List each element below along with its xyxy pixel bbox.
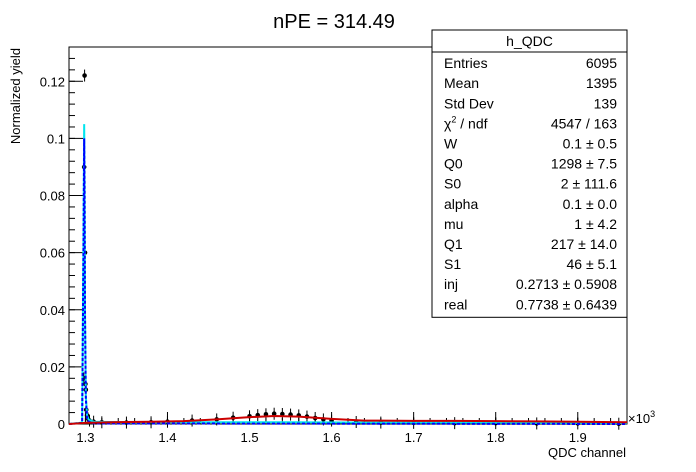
y-tick-label: 0.12 bbox=[40, 74, 65, 89]
y-tick-label: 0.04 bbox=[40, 303, 65, 318]
stats-label: real bbox=[444, 296, 467, 312]
stats-value: 1 ± 4.2 bbox=[574, 216, 617, 232]
x-tick-label: 1.6 bbox=[323, 430, 341, 445]
stats-value: 0.2713 ± 0.5908 bbox=[516, 276, 617, 292]
series-curve-3 bbox=[68, 414, 628, 425]
stats-label-superscript: 2 bbox=[451, 114, 456, 124]
stats-label: Q0 bbox=[444, 156, 463, 172]
stats-value: 0.1 ± 0.0 bbox=[563, 196, 618, 212]
stats-value: 2 ± 111.6 bbox=[561, 176, 617, 192]
stats-value: 46 ± 5.1 bbox=[567, 256, 618, 272]
stats-label: alpha bbox=[444, 196, 478, 212]
x-tick-label: 1.3 bbox=[76, 430, 94, 445]
stats-label: inj bbox=[444, 276, 458, 292]
stats-label: S0 bbox=[444, 176, 461, 192]
stats-label-symbol: χ bbox=[444, 115, 452, 131]
x-tick-label: 1.8 bbox=[487, 430, 505, 445]
stats-label: Entries bbox=[444, 55, 488, 71]
data-point bbox=[82, 73, 87, 78]
x-tick-label: 1.5 bbox=[240, 430, 258, 445]
x-tick-label: 1.4 bbox=[158, 430, 176, 445]
x-tick-label: 1.9 bbox=[569, 430, 587, 445]
stats-value: 4547 / 163 bbox=[551, 115, 617, 131]
stats-value: 0.1 ± 0.5 bbox=[563, 136, 618, 152]
stats-label: χ2 / ndf bbox=[444, 114, 488, 131]
y-tick-label: 0.06 bbox=[40, 246, 65, 261]
stats-value: 217 ± 14.0 bbox=[551, 236, 617, 252]
stats-label: mu bbox=[444, 216, 463, 232]
data-point bbox=[280, 411, 285, 417]
stats-label: Std Dev bbox=[444, 95, 494, 111]
x-tick-label: 1.7 bbox=[405, 430, 423, 445]
stats-label: S1 bbox=[444, 256, 461, 272]
stats-value: 6095 bbox=[586, 55, 617, 71]
y-axis-label: Normalized yield bbox=[8, 48, 23, 144]
stats-box-title: h_QDC bbox=[506, 33, 553, 49]
x-axis-multiplier-base: ×10 bbox=[628, 411, 650, 426]
stats-box-frame bbox=[431, 29, 628, 318]
series-curve-2 bbox=[68, 138, 628, 425]
y-tick-label: 0.1 bbox=[47, 131, 65, 146]
stats-label: Q1 bbox=[444, 236, 463, 252]
stats-value: 1395 bbox=[586, 75, 617, 91]
x-axis-label: QDC channel bbox=[548, 445, 626, 460]
stats-value: 139 bbox=[594, 95, 618, 111]
x-axis-multiplier: ×103 bbox=[628, 409, 655, 426]
stats-value: 0.7738 ± 0.6439 bbox=[516, 296, 617, 312]
stats-label: W bbox=[444, 136, 458, 152]
y-tick-label: 0.08 bbox=[40, 189, 65, 204]
stats-label-rest: / ndf bbox=[456, 115, 487, 131]
x-axis-multiplier-exponent: 3 bbox=[650, 409, 655, 419]
stats-value: 1298 ± 7.5 bbox=[551, 156, 617, 172]
plot-area: 0 0.02 0.04 0.06 0.08 0.1 0.12 1.3 1.4 1.5 1.6 1.7 1… bbox=[40, 46, 628, 445]
stats-box: h_QDC Entries 6095 Mean 1395 Std Dev 139 χ2 / n… bbox=[431, 29, 628, 318]
y-tick-label: 0 bbox=[58, 417, 65, 432]
data-point bbox=[271, 411, 277, 417]
chart-title: nPE = 314.49 bbox=[273, 11, 395, 33]
stats-label: Mean bbox=[444, 75, 479, 91]
y-tick-label: 0.02 bbox=[40, 360, 65, 375]
